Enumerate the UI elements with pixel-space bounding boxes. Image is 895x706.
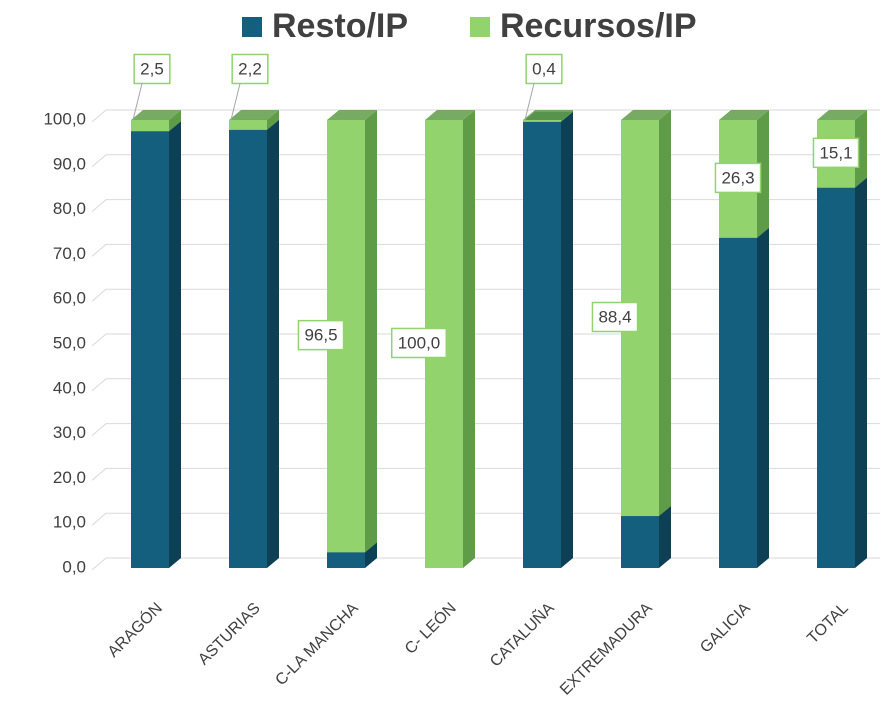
bar [131,131,169,568]
bar-top [817,110,867,120]
bar [621,516,659,568]
x-tick-label: GALICIA [697,600,754,657]
x-tick-label: CATALUÑA [485,597,558,670]
bar [719,237,757,568]
data-label: 15,1 [819,143,852,162]
data-label: 88,4 [598,308,631,327]
y-tick-label: 60,0 [53,289,86,308]
y-tick-label: 80,0 [53,199,86,218]
bar [327,552,365,568]
bar-side [365,542,377,568]
x-tick-label: TOTAL [804,600,852,648]
bar-side [561,111,573,569]
bar-side [855,177,867,568]
data-label: 26,3 [721,168,754,187]
data-label: 96,5 [304,326,337,345]
bar-top [425,110,475,120]
bar-top [229,110,279,120]
y-tick-label: 70,0 [53,244,86,263]
data-label-box [133,53,171,85]
y-tick-label: 30,0 [53,423,86,442]
data-label-box [812,137,860,169]
x-tick-label: EXTREMADURA [557,600,656,699]
leader-line [230,83,241,121]
bar-side [561,110,573,122]
y-tick-label: 20,0 [53,468,86,487]
grid-line [91,109,880,123]
bar [229,129,267,568]
bar [523,120,561,122]
data-label-box [297,319,345,351]
bar-top [523,110,573,120]
bar [131,120,169,132]
data-label-box [525,53,563,85]
data-label-box [591,301,639,333]
bar-top [719,110,769,120]
legend-swatch [242,17,262,37]
data-label: 2,2 [238,59,262,78]
data-label-box [390,327,448,359]
x-tick-label: ARAGÓN [103,598,165,660]
legend-swatch [470,17,490,37]
y-tick-label: 10,0 [53,513,86,532]
bar-top [327,110,377,120]
leader-line [132,83,143,121]
y-tick-label: 50,0 [53,333,86,352]
bar [523,121,561,569]
bar-side [267,119,279,568]
bar-side [757,227,769,568]
data-label-box [714,162,762,194]
bar [817,187,855,568]
y-tick-label: 40,0 [53,378,86,397]
legend-label: Recursos/IP [500,7,697,45]
y-tick-label: 90,0 [53,154,86,173]
bar-side [169,110,181,132]
bar-top [621,110,671,120]
bar-side [267,110,279,130]
data-label: 100,0 [398,333,441,352]
data-label: 0,4 [532,59,556,78]
x-tick-label: C- LEÓN [400,598,459,657]
bar-side [463,110,475,568]
bar-top [131,110,181,120]
bar-side [169,121,181,568]
bar [229,120,267,130]
bar-side [855,110,867,188]
data-label-box [231,53,269,85]
data-label: 2,5 [140,59,164,78]
bar-side [659,506,671,568]
bar-side [659,110,671,517]
y-tick-label: 100,0 [43,109,86,128]
y-tick-label: 0,0 [62,557,86,576]
legend-label: Resto/IP [272,7,408,45]
bar-side [365,110,377,553]
bar-side [757,110,769,238]
x-tick-label: ASTURIAS [195,600,264,669]
leader-line [524,83,535,121]
x-tick-label: C-LA MANCHA [272,600,362,690]
